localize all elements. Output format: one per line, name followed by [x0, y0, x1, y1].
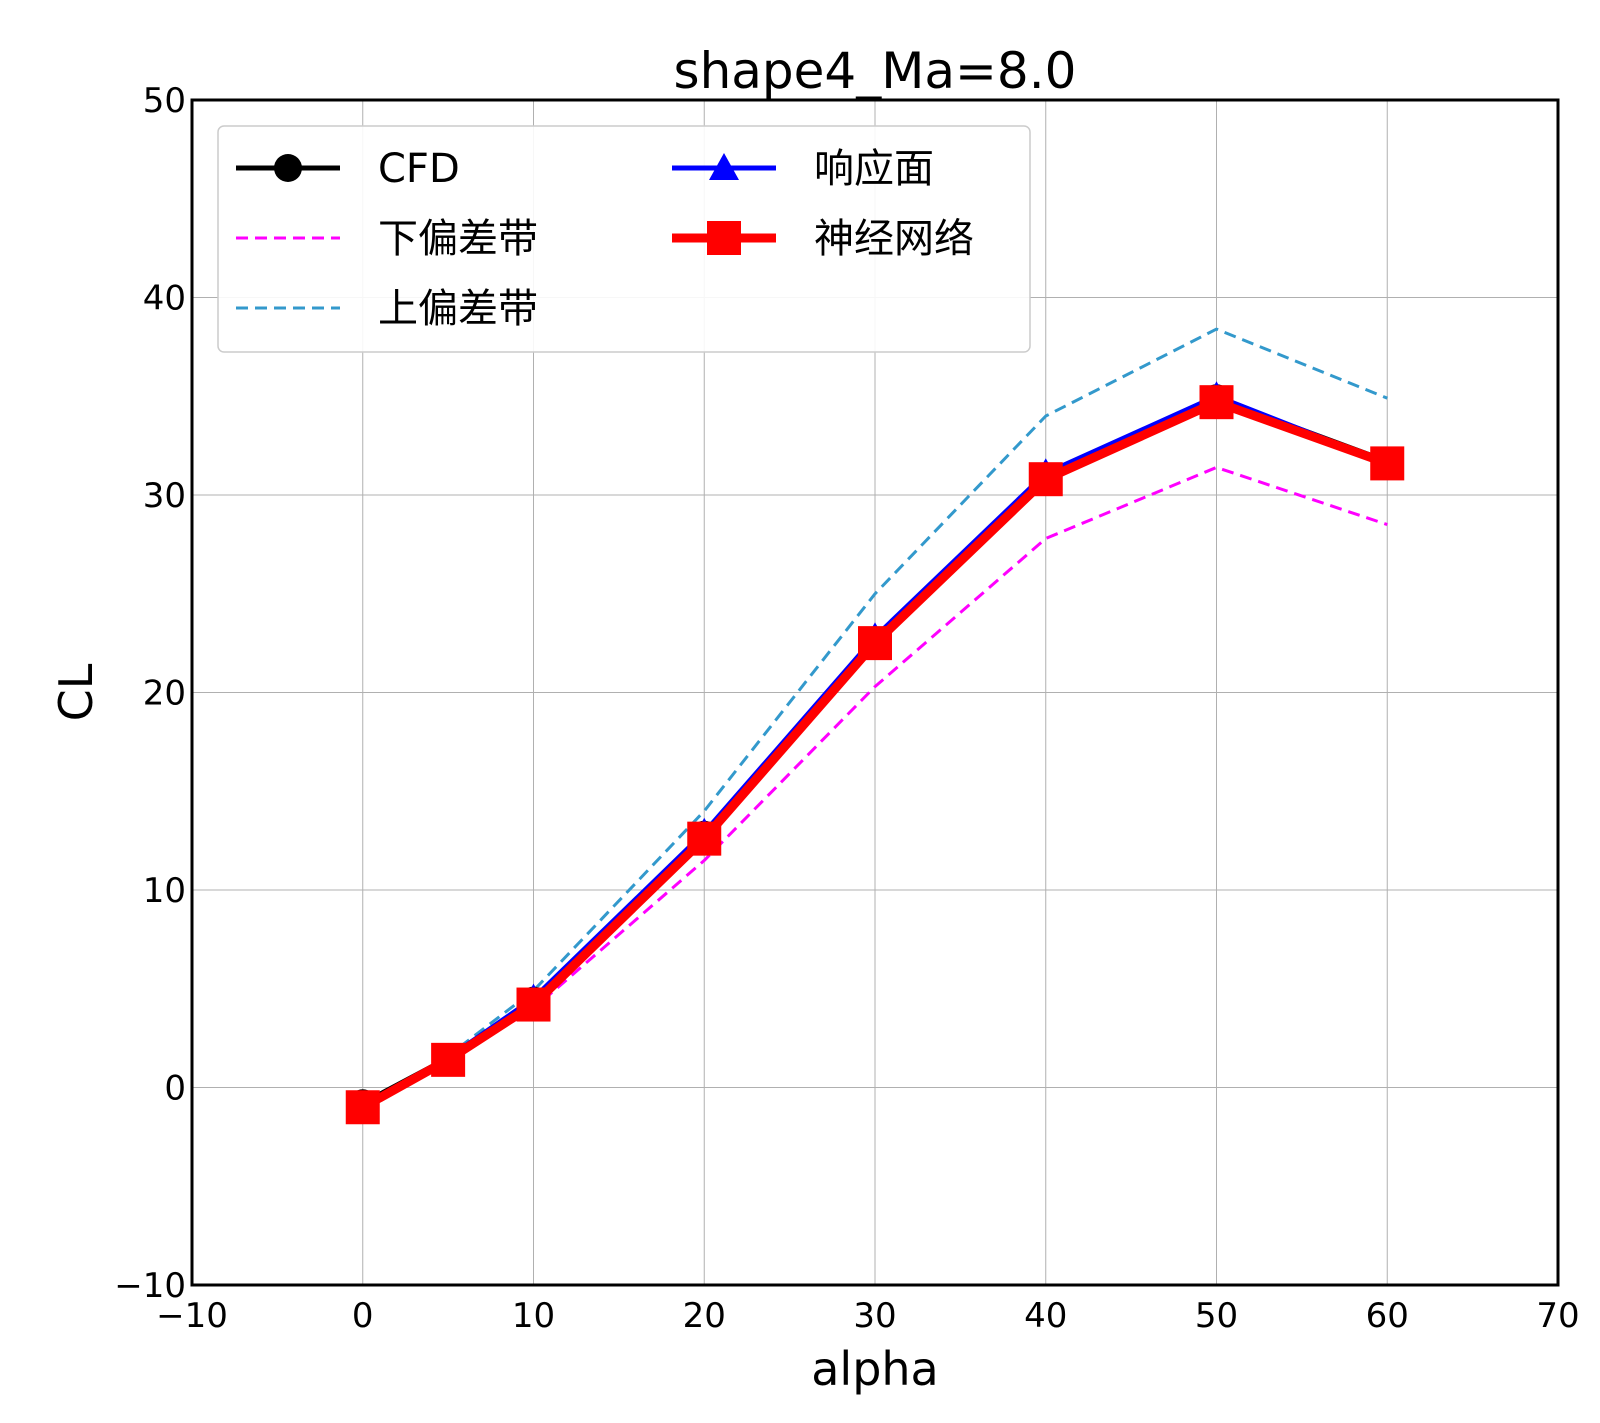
- legend-label-3: 神经网络: [814, 216, 974, 262]
- y-axis-label: CL: [49, 663, 103, 721]
- series-3-point-6: [1199, 385, 1234, 420]
- tick-labels: −10 0 10 20 30 40 50 60 70 −10 0 10 20 30 40 50: [114, 81, 1579, 1336]
- legend-marker-1: [709, 153, 739, 180]
- series-3-point-3: [687, 821, 722, 856]
- x-axis-label: alpha: [811, 1342, 939, 1396]
- legend-label-2: 下偏差带: [378, 216, 538, 262]
- legend-marker-3: [707, 221, 741, 255]
- plot-border: [190, 98, 1560, 1287]
- plot-series: [345, 327, 1405, 1125]
- series-3-point-2: [516, 987, 551, 1022]
- x-tick-label-8: 70: [1536, 1296, 1579, 1336]
- x-tick-label-7: 60: [1366, 1296, 1409, 1336]
- x-tick-label-4: 30: [853, 1296, 896, 1336]
- chart-title: shape4_Ma=8.0: [674, 42, 1077, 100]
- legend-item-0: CFD: [236, 146, 460, 192]
- y-tick-label-4: 30: [143, 476, 186, 516]
- y-tick-label-5: 40: [143, 279, 186, 319]
- x-tick-label-1: 0: [352, 1296, 374, 1336]
- legend-item-4: 上偏差带: [236, 286, 538, 332]
- series-3-point-4: [858, 626, 892, 661]
- y-tick-label-3: 20: [143, 674, 186, 714]
- legend-item-1: 响应面: [672, 146, 934, 192]
- series-2-line: [362, 465, 1388, 1107]
- y-tick-label-1: 0: [164, 1069, 186, 1109]
- x-tick-label-0: −10: [156, 1296, 228, 1336]
- x-tick-label-6: 50: [1195, 1296, 1238, 1336]
- series-3-point-7: [1370, 446, 1405, 481]
- x-tick-label-2: 10: [512, 1296, 555, 1336]
- y-tick-label-6: 50: [143, 81, 186, 121]
- legend-item-2: 下偏差带: [236, 216, 538, 262]
- y-tick-label-2: 10: [143, 871, 186, 911]
- y-tick-label-0: −10: [114, 1266, 186, 1306]
- legend-label-4: 上偏差带: [378, 286, 538, 332]
- legend-box: [217, 125, 1031, 353]
- series-3-point-0: [345, 1090, 380, 1125]
- series-3-point-5: [1028, 462, 1063, 497]
- plot-frame: [190, 98, 1560, 1287]
- series-3: [345, 385, 1405, 1125]
- legend-label-0: CFD: [378, 146, 460, 192]
- series-3-point-1: [431, 1042, 466, 1077]
- x-tick-label-3: 20: [683, 1296, 726, 1336]
- legend-item-3: 神经网络: [672, 216, 974, 262]
- legend-marker-0: [274, 154, 302, 182]
- series-2: [362, 465, 1388, 1107]
- x-tick-label-5: 40: [1024, 1296, 1067, 1336]
- legend-label-1: 响应面: [814, 146, 934, 192]
